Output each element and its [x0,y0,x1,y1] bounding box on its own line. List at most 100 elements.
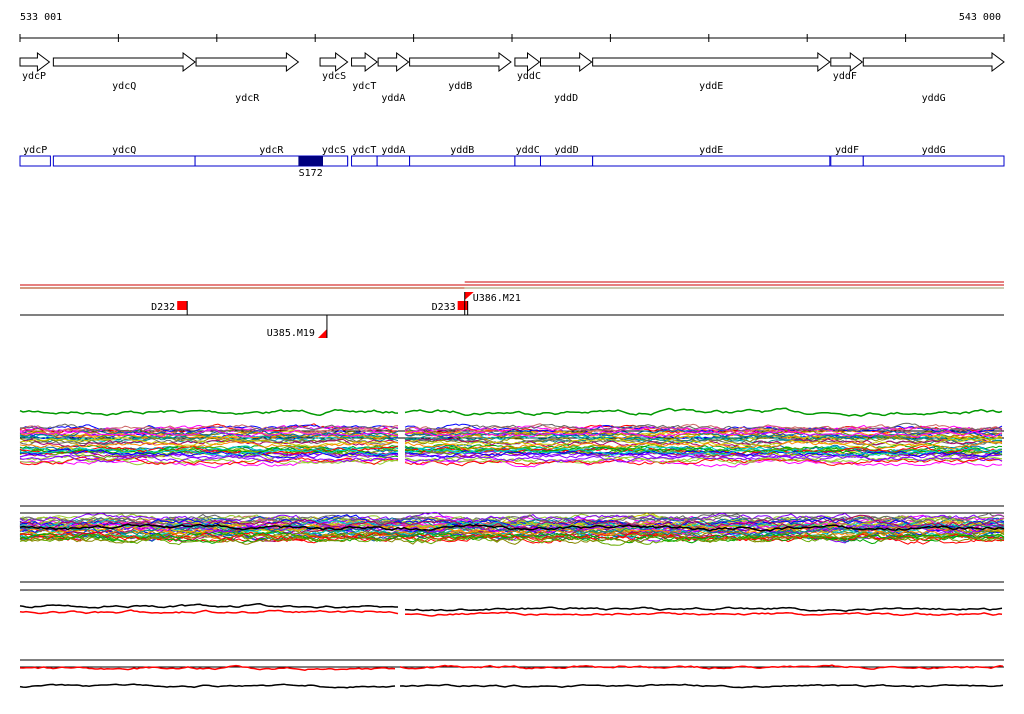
gene-label: ydcS [322,71,346,82]
operon-label: yddD [555,145,579,156]
gene-arrow [19,52,51,72]
feature-label: U386.M21 [473,293,521,304]
coordinate-axis [19,34,1005,42]
profile-line [19,424,399,434]
gene-arrow [539,52,593,72]
gene-track[interactable]: ydcP ydcQ ydcR ydcS ydcT yddA yddB yddC yddD yddE… [19,52,1005,104]
feature-D232[interactable]: D232 [151,301,188,315]
operon-label: yddA [381,145,405,156]
operon-ydcT[interactable]: ydcT [351,145,378,167]
feature-label: D233 [432,302,456,313]
gene-yddD[interactable]: yddD [539,52,593,104]
gene-label: yddG [922,93,946,104]
operon-box [830,155,864,167]
operon-ydcP[interactable]: ydcP [19,145,51,167]
operon-box [52,155,196,167]
gene-yddE[interactable]: yddE [592,52,831,92]
operon-box [19,155,51,167]
operon-yddF[interactable]: yddF [830,145,864,167]
gene-arrow [319,52,349,72]
operon-yddE[interactable]: yddE [592,145,831,167]
profile-line [19,408,399,417]
profile-line [19,514,1005,530]
feature-flag [464,292,474,300]
profile-line [19,430,399,440]
profile-line [19,448,399,459]
profile-line [404,447,1003,457]
gene-ydcP[interactable]: ydcP [19,52,51,82]
gene-arrow [409,52,512,72]
gene-ydcS[interactable]: ydcS [319,52,349,82]
operon-label: yddG [922,145,946,156]
operon-yddD[interactable]: yddD [539,145,594,167]
gene-arrow [377,52,410,72]
gene-arrow [351,52,378,72]
gene-label: yddC [517,71,541,82]
feature-D233[interactable]: D233 [432,301,469,315]
operon-label: ydcQ [112,145,136,156]
gene-yddB[interactable]: yddB [409,52,512,92]
operon-yddC[interactable]: yddC [514,145,541,167]
profile-line [19,428,399,438]
profile-line [19,454,398,464]
gene-ydcQ[interactable]: ydcQ [52,52,196,92]
profile-line [19,609,399,615]
operon-box [376,155,411,167]
operon-label: yddC [516,145,540,156]
operon-box [514,155,541,167]
gene-arrow [52,52,196,72]
gene-arrow [862,52,1005,72]
operon-box [319,155,349,167]
operon-track[interactable]: ydcP ydcQ ydcR ydcS ydcT yddA yddB yddC yddD yddE… [19,145,1005,179]
profile-line [404,606,1003,612]
feature-U385.M19[interactable]: U385.M19 [267,315,328,339]
profile-line [404,422,1003,432]
gene-label: ydcQ [112,81,136,92]
operon-box [409,155,516,167]
gene-yddC[interactable]: yddC [514,52,541,82]
gene-yddG[interactable]: yddG [862,52,1005,104]
operon-box [539,155,594,167]
profile-line [19,603,398,609]
gene-label: ydcR [235,93,260,104]
profile-line [19,450,399,459]
profile-line [19,438,399,448]
expression-profile-tracks [19,407,1005,689]
operon-label: ydcT [352,145,376,156]
operon-ydcQ[interactable]: ydcQ [52,145,196,167]
profile-line [19,441,399,451]
gene-yddF[interactable]: yddF [830,52,864,82]
gene-label: ydcP [22,71,46,82]
profile-line [19,511,1004,526]
operon-label: ydcP [23,145,47,156]
operon-yddB[interactable]: yddB [409,145,516,167]
feature-box [177,301,188,310]
gene-ydcT[interactable]: ydcT [351,52,378,92]
gene-arrow [514,52,541,72]
profile-line [19,522,1005,535]
gene-yddA[interactable]: yddA [377,52,410,104]
gene-label: yddE [699,81,723,92]
profile-line [19,664,396,671]
operon-box [862,155,1005,167]
promoter-S172[interactable]: S172 [298,156,324,179]
profile-line [19,683,396,689]
profile-line [404,430,1003,439]
operon-ydcS[interactable]: ydcS [319,145,349,167]
operon-box [592,155,831,167]
feature-U386.M21[interactable]: U386.M21 [464,292,521,315]
feature-box [457,301,468,310]
gene-arrow [830,52,864,72]
operon-yddA[interactable]: yddA [376,145,411,167]
profile-line [404,429,1003,440]
operon-yddG[interactable]: yddG [862,145,1005,167]
operon-box [351,155,378,167]
gene-label: yddA [381,93,405,104]
profile-line [404,452,1003,465]
profile-line [404,423,1003,434]
operon-label: yddE [699,145,723,156]
feature-track[interactable]: D232 D233 U386.M21 U385.M19 [20,281,1004,339]
gene-ydcR[interactable]: ydcR [195,52,300,104]
gene-label: yddB [448,81,472,92]
